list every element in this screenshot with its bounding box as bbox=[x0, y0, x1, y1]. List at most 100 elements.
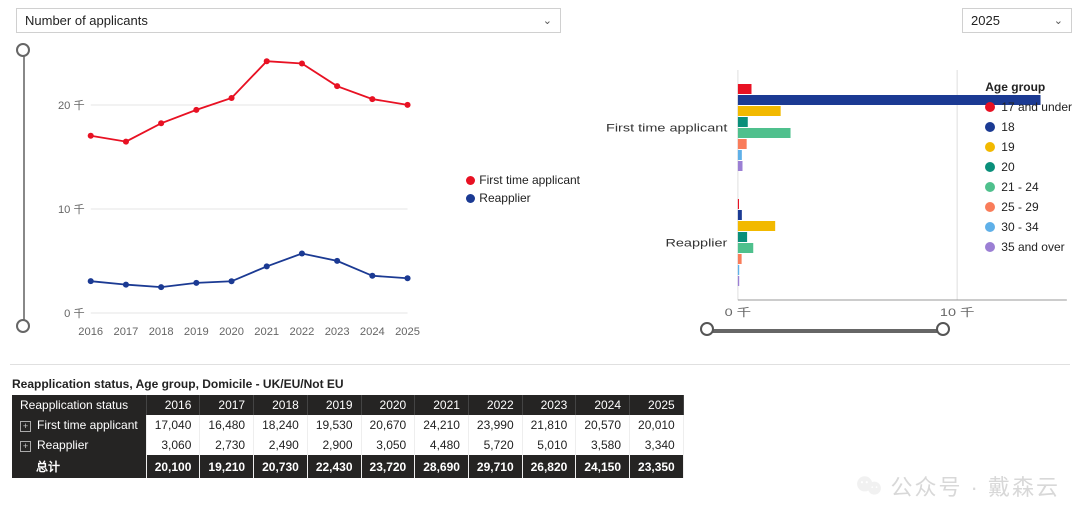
year-header: 2024 bbox=[576, 395, 630, 415]
cell: 3,340 bbox=[630, 435, 684, 455]
slider-track bbox=[23, 51, 25, 325]
cell: 2,730 bbox=[200, 435, 254, 455]
slider-track bbox=[708, 329, 942, 333]
cell: 28,690 bbox=[415, 455, 469, 478]
cell: 5,720 bbox=[468, 435, 522, 455]
slider-handle-left[interactable] bbox=[700, 322, 714, 336]
legend-item[interactable]: 35 and over bbox=[985, 240, 1072, 254]
col-header: Reapplication status bbox=[12, 395, 146, 415]
y-range-slider[interactable] bbox=[16, 43, 32, 333]
section-divider bbox=[10, 364, 1070, 365]
table-title: Reapplication status, Age group, Domicil… bbox=[12, 377, 1068, 391]
metric-dropdown-label: Number of applicants bbox=[25, 13, 148, 28]
cell: 21,810 bbox=[522, 415, 576, 435]
legend-swatch bbox=[985, 102, 995, 112]
cell: 3,580 bbox=[576, 435, 630, 455]
svg-text:2018: 2018 bbox=[149, 326, 174, 338]
table-row: +First time applicant17,04016,48018,2401… bbox=[12, 415, 683, 435]
cell: 23,990 bbox=[468, 415, 522, 435]
x-range-slider[interactable] bbox=[700, 320, 950, 340]
chevron-down-icon: ⌄ bbox=[1054, 14, 1063, 27]
legend-swatch bbox=[466, 194, 475, 203]
table-row: 总计20,10019,21020,73022,43023,72028,69029… bbox=[12, 455, 683, 478]
legend-swatch bbox=[985, 162, 995, 172]
legend-item[interactable]: 30 - 34 bbox=[985, 220, 1072, 234]
cell: 20,100 bbox=[146, 455, 200, 478]
legend-swatch bbox=[985, 122, 995, 132]
legend-swatch bbox=[985, 242, 995, 252]
slider-handle-bottom[interactable] bbox=[16, 319, 30, 333]
legend-item[interactable]: 20 bbox=[985, 160, 1072, 174]
age-group-legend: Age group17 and under18192021 - 2425 - 2… bbox=[985, 80, 1072, 260]
cell: 23,350 bbox=[630, 455, 684, 478]
line-chart-legend: First time applicant Reapplier bbox=[466, 173, 580, 209]
legend-label: 17 and under bbox=[1001, 100, 1072, 114]
cell: 19,210 bbox=[200, 455, 254, 478]
cell: 17,040 bbox=[146, 415, 200, 435]
cell: 16,480 bbox=[200, 415, 254, 435]
year-dropdown-label: 2025 bbox=[971, 13, 1000, 28]
legend-label: 20 bbox=[1001, 160, 1014, 174]
svg-text:2023: 2023 bbox=[325, 326, 350, 338]
year-header: 2020 bbox=[361, 395, 415, 415]
wechat-icon bbox=[856, 475, 882, 497]
expand-icon[interactable]: + bbox=[20, 421, 31, 432]
legend-swatch bbox=[985, 182, 995, 192]
cell: 2,900 bbox=[307, 435, 361, 455]
cell: 26,820 bbox=[522, 455, 576, 478]
legend-item[interactable]: 17 and under bbox=[985, 100, 1072, 114]
cell: 20,730 bbox=[254, 455, 308, 478]
year-header: 2018 bbox=[254, 395, 308, 415]
cell: 23,720 bbox=[361, 455, 415, 478]
legend-item[interactable]: 21 - 24 bbox=[985, 180, 1072, 194]
svg-text:First time applicant: First time applicant bbox=[606, 121, 728, 134]
watermark: 公众号 · 戴森云 bbox=[856, 470, 1060, 502]
svg-text:2016: 2016 bbox=[78, 326, 103, 338]
legend-swatch bbox=[985, 202, 995, 212]
cell: 20,010 bbox=[630, 415, 684, 435]
cell: 3,060 bbox=[146, 435, 200, 455]
chevron-down-icon: ⌄ bbox=[543, 14, 552, 27]
table-row: +Reapplier3,0602,7302,4902,9003,0504,480… bbox=[12, 435, 683, 455]
row-label: +Reapplier bbox=[12, 435, 146, 455]
svg-text:2017: 2017 bbox=[114, 326, 139, 338]
svg-text:2022: 2022 bbox=[290, 326, 315, 338]
cell: 3,050 bbox=[361, 435, 415, 455]
cell: 24,150 bbox=[576, 455, 630, 478]
cell: 20,570 bbox=[576, 415, 630, 435]
year-header: 2023 bbox=[522, 395, 576, 415]
svg-text:2021: 2021 bbox=[254, 326, 279, 338]
cell: 5,010 bbox=[522, 435, 576, 455]
year-header: 2017 bbox=[200, 395, 254, 415]
watermark-text: 公众号 · 戴森云 bbox=[890, 470, 1060, 502]
year-header: 2022 bbox=[468, 395, 522, 415]
svg-text:10 千: 10 千 bbox=[58, 203, 85, 216]
legend-item[interactable]: First time applicant bbox=[466, 173, 580, 187]
legend-item[interactable]: Reapplier bbox=[466, 191, 580, 205]
cell: 2,490 bbox=[254, 435, 308, 455]
legend-label: 19 bbox=[1001, 140, 1014, 154]
slider-handle-top[interactable] bbox=[16, 43, 30, 57]
legend-item[interactable]: 19 bbox=[985, 140, 1072, 154]
svg-text:2020: 2020 bbox=[219, 326, 244, 338]
metric-dropdown[interactable]: Number of applicants ⌄ bbox=[16, 8, 561, 33]
cell: 4,480 bbox=[415, 435, 469, 455]
year-header: 2016 bbox=[146, 395, 200, 415]
legend-swatch bbox=[985, 142, 995, 152]
expand-icon[interactable]: + bbox=[20, 441, 31, 452]
legend-swatch bbox=[466, 176, 475, 185]
svg-text:2019: 2019 bbox=[184, 326, 209, 338]
cell: 20,670 bbox=[361, 415, 415, 435]
data-table: Reapplication status20162017201820192020… bbox=[12, 395, 684, 478]
year-dropdown[interactable]: 2025 ⌄ bbox=[962, 8, 1072, 33]
cell: 22,430 bbox=[307, 455, 361, 478]
svg-text:2025: 2025 bbox=[395, 326, 420, 338]
cell: 24,210 bbox=[415, 415, 469, 435]
slider-handle-right[interactable] bbox=[936, 322, 950, 336]
cell: 19,530 bbox=[307, 415, 361, 435]
svg-text:Reapplier: Reapplier bbox=[665, 236, 728, 249]
legend-item[interactable]: 18 bbox=[985, 120, 1072, 134]
legend-label: Reapplier bbox=[479, 191, 530, 205]
legend-item[interactable]: 25 - 29 bbox=[985, 200, 1072, 214]
legend-label: 21 - 24 bbox=[1001, 180, 1038, 194]
